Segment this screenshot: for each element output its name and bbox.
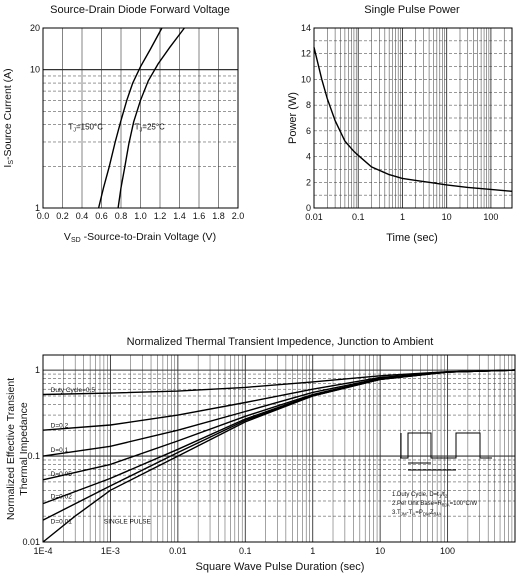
chart3-curve-label: SINGLE PULSE	[104, 518, 152, 525]
chart1-annotations: TJ=150°C TJ=25°C	[68, 122, 165, 133]
chart3-notes: 1.Duty Cycle, D=t1/t2 2.Per Unit Base=Rθ…	[392, 492, 478, 517]
chart2-y-tick-label: 2	[306, 177, 311, 187]
chart1-y-tick-label: 1	[35, 203, 40, 213]
chart1-series-line-1	[117, 27, 185, 209]
chart1-x-axis-label: VSD -Source-to-Drain Voltage (V)	[64, 231, 216, 244]
chart2-series	[313, 47, 513, 192]
chart1-title: Source-Drain Diode Forward Voltage	[50, 4, 230, 16]
chart1-y-tick-label: 10	[30, 65, 40, 75]
chart3-curve-label: D=0.01	[51, 518, 73, 525]
chart3-x-tick-label: 1	[310, 546, 315, 556]
chart3-x-tick-label: 100	[440, 546, 455, 556]
note-temperature-rise: 3.TJM-TA=PDMZθJA	[392, 510, 441, 517]
chart2-y-tick-label: 4	[306, 152, 311, 162]
chart1-x-tick-label: 1.8	[212, 211, 225, 221]
chart1-y-tick-label: 20	[30, 23, 40, 33]
chart2-y-tick-label: 12	[301, 49, 311, 59]
chart1-x-tick-label: 0.2	[56, 211, 69, 221]
chart3-x-tick-label: 1E-3	[101, 546, 120, 556]
chart2-x-tick-label: 0.1	[352, 212, 365, 222]
chart1-x-tick-label: 0.0	[37, 211, 50, 221]
chart3-curve-label: D=0.02	[51, 494, 73, 501]
chart2-plot-frame	[313, 27, 513, 209]
chart2-y-tick-label: 10	[301, 74, 311, 84]
chart2-x-tick-label: 0.01	[305, 212, 323, 222]
chart2-y-tick-label: 14	[301, 23, 311, 33]
chart3-x-tick-label: 0.1	[239, 546, 252, 556]
chart3-curve-label: D=0.1	[51, 447, 69, 454]
chart2-y-tick-label: 0	[306, 203, 311, 213]
chart3-y-axis-label-line1: Normalized Effective Transient	[5, 378, 17, 520]
chart3-series-line-6	[42, 369, 516, 543]
note-per-unit-base: 2.Per Unit Base=RθJA=100°C/W	[392, 501, 478, 508]
chart1-plot-frame	[42, 27, 239, 209]
chart2-y-tick-label: 8	[306, 100, 311, 110]
chart3-x-tick-label: 0.01	[169, 546, 187, 556]
chart2-x-tick-label: 100	[483, 212, 498, 222]
chart3-title: Normalized Thermal Transient Impedence, …	[127, 336, 434, 348]
chart-single-pulse-power: Single Pulse Power 0.01 0.1 1 10 100 0 2 4 6 8 10 1…	[287, 4, 513, 244]
chart1-x-tick-label: 0.4	[76, 211, 89, 221]
chart2-y-axis-label: Power (W)	[287, 92, 299, 144]
chart1-x-tick-label: 0.8	[115, 211, 128, 221]
chart3-y-tick-label: 1	[35, 365, 40, 375]
chart2-title: Single Pulse Power	[364, 4, 460, 16]
chart1-x-tick-label: 1.4	[173, 211, 186, 221]
chart1-x-tick-label: 1.0	[134, 211, 147, 221]
chart3-series	[42, 369, 516, 543]
chart-thermal-impedance: Normalized Thermal Transient Impedence, …	[5, 336, 516, 573]
chart1-curve-label: TJ=150°C	[68, 122, 103, 133]
chart1-y-axis-label: IS-Source Current (A)	[2, 68, 15, 167]
chart2-series-line-0	[313, 47, 513, 192]
chart3-x-axis-label: Square Wave Pulse Duration (sec)	[196, 561, 365, 573]
chart2-x-tick-label: 1	[400, 212, 405, 222]
chart3-tick-labels: 1E-4 1E-3 0.01 0.1 1 10 100 0.01 0.1 1	[22, 365, 455, 556]
chart2-x-tick-label: 10	[442, 212, 452, 222]
chart2-x-axis-label: Time (sec)	[386, 232, 438, 244]
chart3-curve-label: Duty Cycle=0.5	[51, 387, 96, 394]
chart3-y-tick-label: 0.1	[27, 451, 40, 461]
chart1-tick-labels: 0.0 0.2 0.4 0.6 0.8 1.0 1.2 1.4 1.6 1.8 2.0 1 10 20	[30, 23, 244, 221]
chart3-curve-label: D=0.05	[51, 471, 73, 478]
pulse-waveform-trace	[400, 432, 492, 459]
chart1-series-line-0	[97, 27, 163, 209]
chart3-x-tick-label: 10	[375, 546, 385, 556]
chart1-x-tick-label: 2.0	[232, 211, 245, 221]
chart2-y-tick-label: 6	[306, 126, 311, 136]
chart3-curve-label: D=0.2	[51, 422, 69, 429]
chart3-curve-labels: Duty Cycle=0.5 D=0.2 D=0.1 D=0.05 D=0.02 D=0.…	[51, 387, 152, 526]
chart1-x-tick-label: 1.6	[193, 211, 206, 221]
chart1-curve-label: TJ=25°C	[135, 122, 165, 133]
chart3-plot-frame	[42, 354, 516, 543]
chart3-x-tick-label: 1E-4	[33, 546, 52, 556]
chart1-series	[97, 27, 185, 209]
pulse-waveform-diagram	[400, 432, 492, 471]
note-duty-cycle: 1.Duty Cycle, D=t1/t2	[392, 492, 448, 499]
chart-diode-forward-voltage: Source-Drain Diode Forward Voltage 0.0 0.…	[2, 4, 244, 244]
chart1-x-tick-label: 0.6	[95, 211, 108, 221]
chart3-y-axis-label-line2: Thermal Impedance	[18, 402, 30, 496]
chart3-y-tick-label: 0.01	[22, 537, 40, 547]
chart1-x-tick-label: 1.2	[154, 211, 167, 221]
chart2-tick-labels: 0.01 0.1 1 10 100 0 2 4 6 8 10 12 14	[301, 23, 498, 222]
